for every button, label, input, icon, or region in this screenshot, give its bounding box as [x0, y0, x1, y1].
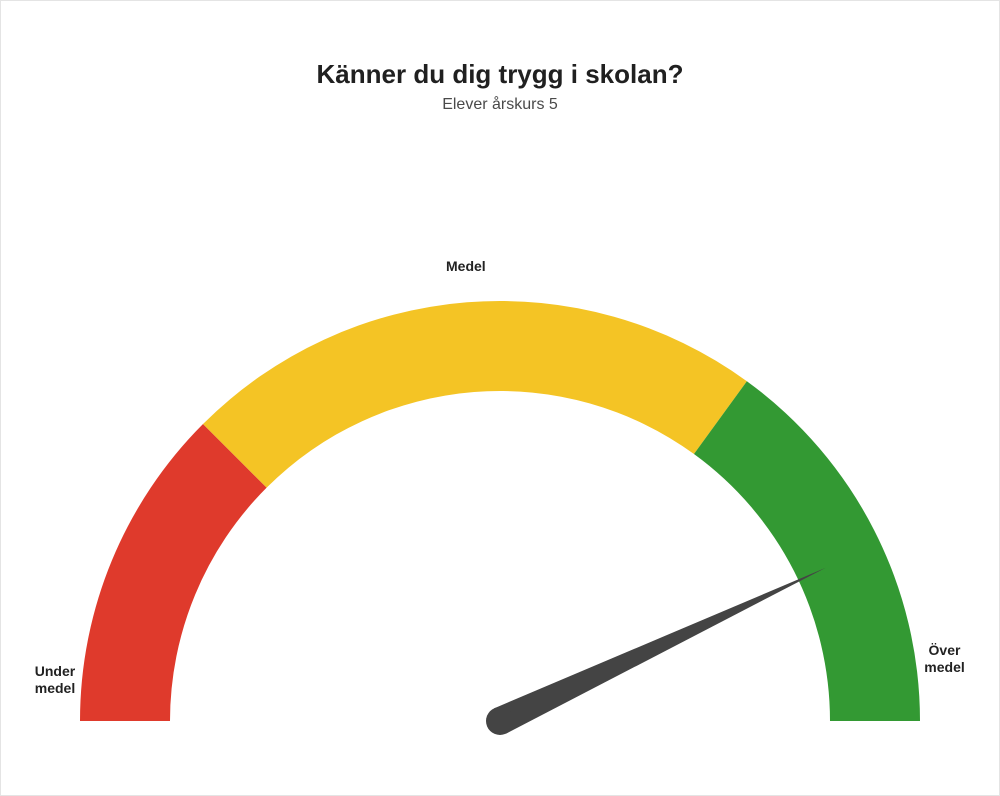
- chart-frame: { "title": "Känner du dig trygg i skolan…: [0, 0, 1000, 796]
- gauge-segment-1: [203, 301, 747, 488]
- title-block: Känner du dig trygg i skolan? Elever års…: [1, 59, 999, 114]
- gauge-needle: [494, 568, 826, 734]
- gauge-segment-label-2: Över medel: [905, 642, 985, 677]
- gauge-needle-hub: [486, 707, 514, 735]
- gauge-segment-label-1: Medel: [426, 258, 506, 276]
- gauge-chart: [80, 301, 920, 756]
- gauge-svg: [80, 301, 920, 751]
- chart-title: Känner du dig trygg i skolan?: [1, 59, 999, 90]
- chart-subtitle: Elever årskurs 5: [1, 96, 999, 114]
- gauge-segment-2: [694, 381, 920, 721]
- gauge-segment-label-0: Under medel: [15, 663, 95, 698]
- gauge-segment-0: [80, 424, 267, 721]
